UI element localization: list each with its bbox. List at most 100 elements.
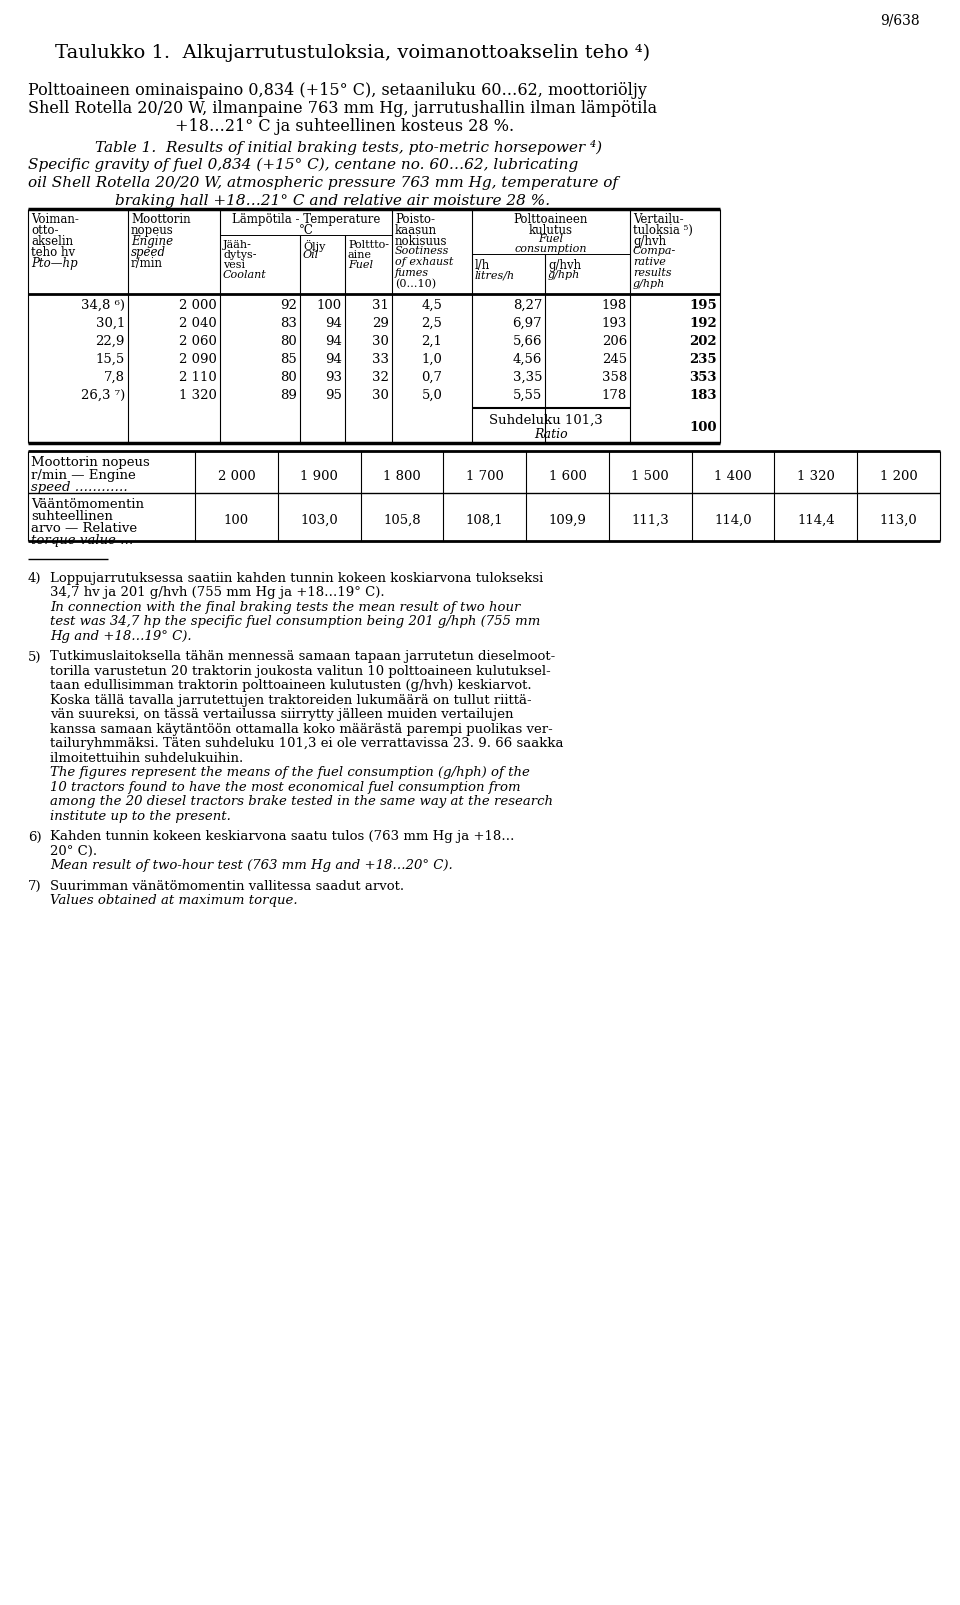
- Text: Mean result of two-hour test (763 mm Hg and +18…20° C).: Mean result of two-hour test (763 mm Hg …: [50, 859, 453, 872]
- Text: 202: 202: [689, 335, 717, 348]
- Text: nopeus: nopeus: [131, 223, 174, 238]
- Text: otto-: otto-: [31, 223, 59, 238]
- Text: vesi: vesi: [223, 260, 245, 270]
- Text: Table 1.  Results of initial braking tests, pto-metric horsepower ⁴): Table 1. Results of initial braking test…: [95, 140, 602, 156]
- Text: 183: 183: [689, 388, 717, 401]
- Text: Polttto-: Polttto-: [348, 239, 389, 250]
- Text: ilmoitettuihin suhdelukuihin.: ilmoitettuihin suhdelukuihin.: [50, 751, 243, 764]
- Text: 198: 198: [602, 299, 627, 311]
- Text: Values obtained at maximum torque.: Values obtained at maximum torque.: [50, 894, 298, 907]
- Text: 206: 206: [602, 335, 627, 348]
- Text: 30,1: 30,1: [96, 316, 125, 329]
- Text: 100: 100: [224, 514, 249, 526]
- Text: 2 000: 2 000: [180, 299, 217, 311]
- Text: 80: 80: [280, 335, 297, 348]
- Text: 1 800: 1 800: [383, 470, 420, 483]
- Text: 111,3: 111,3: [632, 514, 669, 526]
- Text: 22,9: 22,9: [96, 335, 125, 348]
- Text: Loppujarrutuksessa saatiin kahden tunnin kokeen koskiarvona tulokseksi: Loppujarrutuksessa saatiin kahden tunnin…: [50, 571, 543, 584]
- Text: tailuryhmmäksi. Täten suhdeluku 101,3 ei ole verrattavissa 23. 9. 66 saakka: tailuryhmmäksi. Täten suhdeluku 101,3 ei…: [50, 737, 564, 750]
- Text: among the 20 diesel tractors brake tested in the same way at the research: among the 20 diesel tractors brake teste…: [50, 794, 553, 807]
- Text: 1 320: 1 320: [180, 388, 217, 401]
- Text: 358: 358: [602, 371, 627, 384]
- Text: rative: rative: [633, 257, 666, 266]
- Text: 5,66: 5,66: [513, 335, 542, 348]
- Text: Tutkimuslaitoksella tähän mennessä samaan tapaan jarrutetun dieselmoot-: Tutkimuslaitoksella tähän mennessä samaa…: [50, 650, 555, 663]
- Text: fumes: fumes: [395, 268, 429, 278]
- Text: 353: 353: [689, 371, 717, 384]
- Text: 31: 31: [372, 299, 389, 311]
- Text: Suhdeluku 101,3: Suhdeluku 101,3: [490, 414, 603, 427]
- Text: Pto—hp: Pto—hp: [31, 257, 78, 270]
- Text: aine: aine: [348, 250, 372, 260]
- Text: g/hvh: g/hvh: [633, 234, 666, 247]
- Text: Polttoaineen ominaispaino 0,834 (+15° C), setaaniluku 60…62, moottoriöljy: Polttoaineen ominaispaino 0,834 (+15° C)…: [28, 82, 647, 100]
- Text: +18…21° C ja suhteellinen kosteus 28 %.: +18…21° C ja suhteellinen kosteus 28 %.: [175, 117, 515, 135]
- Text: 192: 192: [689, 316, 717, 329]
- Text: 114,4: 114,4: [797, 514, 834, 526]
- Text: g/hvh: g/hvh: [548, 258, 581, 271]
- Text: Vertailu-: Vertailu-: [633, 213, 684, 226]
- Text: 83: 83: [280, 316, 297, 329]
- Text: Fuel: Fuel: [539, 234, 564, 244]
- Text: Kahden tunnin kokeen keskiarvona saatu tulos (763 mm Hg ja +18…: Kahden tunnin kokeen keskiarvona saatu t…: [50, 830, 515, 843]
- Text: Taulukko 1.  Alkujarrutustuloksia, voimanottoakselin teho ⁴): Taulukko 1. Alkujarrutustuloksia, voiman…: [55, 43, 650, 63]
- Text: Poisto-: Poisto-: [395, 213, 435, 226]
- Text: of exhaust: of exhaust: [395, 257, 453, 266]
- Text: 32: 32: [372, 371, 389, 384]
- Text: The figures represent the means of the fuel consumption (g/hph) of the: The figures represent the means of the f…: [50, 766, 530, 778]
- Text: 5,0: 5,0: [421, 388, 443, 401]
- Text: speed …………: speed …………: [31, 482, 128, 494]
- Text: 34,8 ⁶): 34,8 ⁶): [81, 299, 125, 311]
- Text: suhteellinen: suhteellinen: [31, 510, 113, 523]
- Text: 15,5: 15,5: [96, 353, 125, 366]
- Text: 10 tractors found to have the most economical fuel consumption from: 10 tractors found to have the most econo…: [50, 780, 520, 793]
- Text: 105,8: 105,8: [383, 514, 420, 526]
- Text: 34,7 hv ja 201 g/hvh (755 mm Hg ja +18…19° C).: 34,7 hv ja 201 g/hvh (755 mm Hg ja +18…1…: [50, 586, 385, 599]
- Text: speed: speed: [131, 246, 166, 258]
- Text: Oil: Oil: [303, 250, 319, 260]
- Text: teho hv: teho hv: [31, 246, 75, 258]
- Text: 108,1: 108,1: [466, 514, 504, 526]
- Text: Compa-: Compa-: [633, 246, 676, 255]
- Text: r/min: r/min: [131, 257, 163, 270]
- Text: 94: 94: [325, 335, 342, 348]
- Text: 8,27: 8,27: [513, 299, 542, 311]
- Text: akselin: akselin: [31, 234, 73, 247]
- Text: 178: 178: [602, 388, 627, 401]
- Text: Ratio: Ratio: [534, 429, 567, 441]
- Text: kaasun: kaasun: [395, 223, 437, 238]
- Text: 1 700: 1 700: [466, 470, 504, 483]
- Text: 2 060: 2 060: [180, 335, 217, 348]
- Text: Voiman-: Voiman-: [31, 213, 79, 226]
- Text: 4,5: 4,5: [421, 299, 443, 311]
- Text: Hg and +18…19° C).: Hg and +18…19° C).: [50, 629, 192, 642]
- Text: °C: °C: [299, 223, 313, 238]
- Text: taan edullisimman traktorin polttoaineen kulutusten (g/hvh) keskiarvot.: taan edullisimman traktorin polttoaineen…: [50, 679, 532, 692]
- Text: 100: 100: [689, 421, 717, 433]
- Text: r/min — Engine: r/min — Engine: [31, 469, 135, 482]
- Text: 30: 30: [372, 388, 389, 401]
- Text: 7,8: 7,8: [104, 371, 125, 384]
- Text: 93: 93: [325, 371, 342, 384]
- Text: 1 900: 1 900: [300, 470, 338, 483]
- Text: 113,0: 113,0: [879, 514, 918, 526]
- Text: 100: 100: [317, 299, 342, 311]
- Text: Specific gravity of fuel 0,834 (+15° C), centane no. 60…62, lubricating: Specific gravity of fuel 0,834 (+15° C),…: [28, 157, 578, 172]
- Text: 1 600: 1 600: [548, 470, 587, 483]
- Text: Fuel: Fuel: [348, 260, 373, 270]
- Text: l/h: l/h: [475, 258, 491, 271]
- Text: 2 110: 2 110: [180, 371, 217, 384]
- Text: Öljy: Öljy: [303, 239, 325, 252]
- Text: 103,0: 103,0: [300, 514, 338, 526]
- Text: Moottorin nopeus: Moottorin nopeus: [31, 456, 150, 469]
- Text: 0,7: 0,7: [421, 371, 443, 384]
- Text: 95: 95: [325, 388, 342, 401]
- Text: 92: 92: [280, 299, 297, 311]
- Text: 1,0: 1,0: [421, 353, 443, 366]
- Text: 6): 6): [28, 830, 41, 843]
- Text: 94: 94: [325, 353, 342, 366]
- Text: 2 000: 2 000: [218, 470, 255, 483]
- Text: Lämpötila - Temperature: Lämpötila - Temperature: [231, 213, 380, 226]
- Text: 193: 193: [602, 316, 627, 329]
